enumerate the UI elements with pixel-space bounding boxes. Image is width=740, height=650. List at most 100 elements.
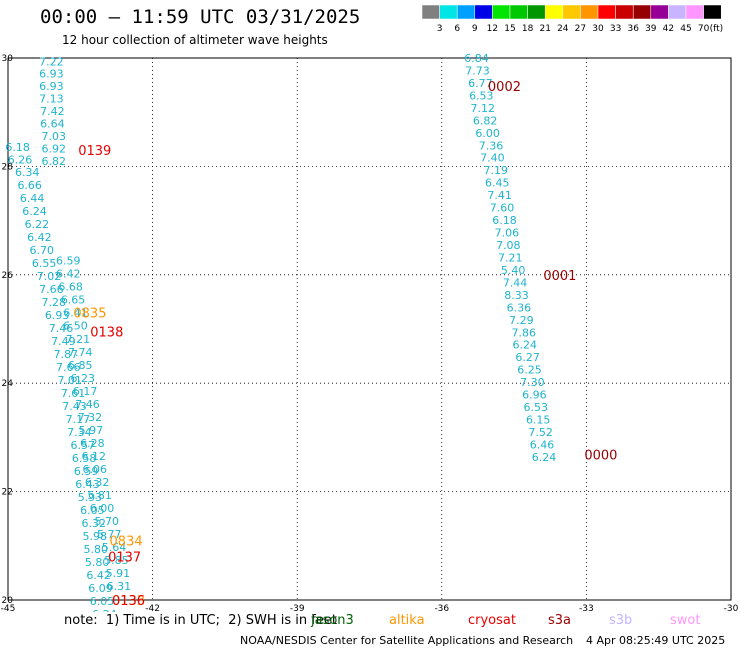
colorbar-label: 45 — [680, 24, 691, 34]
colorbar-label: 39 — [645, 24, 657, 34]
longitude-label: -33 — [579, 604, 594, 612]
swh-value: 6.66 — [17, 179, 42, 192]
swh-value: 5.80 — [85, 556, 110, 569]
swh-value: 7.12 — [471, 102, 496, 115]
swh-value: 7.44 — [503, 276, 528, 289]
swh-value: 8.33 — [504, 289, 529, 302]
swh-value: 6.06 — [83, 463, 108, 476]
swh-value: 7.29 — [509, 314, 534, 327]
swh-value: 7.49 — [51, 335, 76, 348]
swh-value: 5.81 — [87, 489, 112, 502]
map-frame — [7, 57, 732, 601]
swh-value: 6.41 — [63, 307, 88, 320]
colorbar-label: 33 — [610, 24, 621, 34]
colorbar-swatch — [703, 5, 722, 20]
swh-value: 5.91 — [106, 567, 131, 580]
colorbar-label: 3 — [437, 24, 443, 34]
swh-value: 6.92 — [42, 143, 67, 156]
swh-value: 5.98 — [83, 530, 108, 543]
swh-value: 7.21 — [66, 333, 91, 346]
swh-value: 6.24 — [512, 339, 537, 352]
swh-value: 6.82 — [473, 114, 498, 127]
swh-value: 6.23 — [70, 372, 95, 385]
swh-value: 5.93 — [78, 491, 103, 504]
swh-value: 7.66 — [39, 283, 64, 296]
colorbar-label: 9 — [472, 24, 478, 34]
colorbar-label: 30 — [592, 24, 604, 34]
latitude-label: 30 — [2, 54, 14, 64]
colorbar-label: 21 — [539, 24, 550, 34]
swh-value: 7.17 — [66, 413, 91, 426]
swh-value: 5.70 — [95, 515, 120, 528]
swh-value: 7.60 — [490, 202, 515, 215]
swh-value: 6.53 — [469, 89, 494, 102]
satellite-swot: swot — [670, 613, 701, 628]
pass-label: 0834 — [110, 534, 143, 549]
swh-value: 7.41 — [487, 189, 512, 202]
swh-value: 6.28 — [80, 437, 105, 450]
swh-value: 7.87 — [54, 348, 79, 361]
longitude-label: -45 — [1, 604, 16, 612]
swh-value: 5.85 — [104, 554, 129, 567]
swh-value: 6.64 — [40, 118, 65, 131]
swh-value: 6.32 — [85, 476, 110, 489]
swh-value: 7.32 — [78, 411, 103, 424]
swh-value: 7.22 — [39, 55, 64, 68]
swh-value: 6.55 — [32, 257, 57, 270]
swh-value: 6.59 — [74, 465, 99, 478]
swh-value: 6.15 — [526, 414, 551, 427]
swh-value: 5.80 — [83, 543, 108, 556]
longitude-label: -30 — [724, 604, 739, 612]
swh-value: 6.26 — [8, 153, 33, 166]
swh-value: 6.18 — [492, 214, 517, 227]
swh-value: 6.59 — [56, 255, 81, 268]
pass-label: 0835 — [73, 307, 106, 322]
plot-title: 00:00 — 11:59 UTC 03/31/2025 — [40, 6, 361, 28]
swh-value: 6.42 — [56, 268, 81, 281]
swh-value: 6.70 — [29, 244, 54, 257]
latitude-label: 20 — [2, 596, 14, 606]
latitude-label: 24 — [2, 379, 14, 389]
satellite-s3b: s3b — [609, 613, 633, 628]
footer-note: note: 1) Time is in UTC; 2) SWH is in fe… — [64, 613, 337, 628]
swh-value: 7.19 — [484, 164, 509, 177]
swh-value: 7.73 — [465, 64, 490, 77]
swh-value: 6.46 — [530, 438, 555, 451]
swh-value: 6.25 — [517, 364, 542, 377]
pass-label: 0138 — [90, 326, 123, 341]
swh-value: 6.53 — [524, 401, 549, 414]
swh-value: 7.52 — [528, 426, 553, 439]
swh-value: 7.43 — [62, 400, 87, 413]
axis-labels: -45 -42 -39 -36 -33 -30 30 28 26 24 22 20 — [1, 54, 739, 612]
pass-label: 0137 — [108, 551, 141, 566]
swh-value: 6.18 — [5, 141, 30, 154]
swh-value: 7.42 — [40, 105, 65, 118]
swh-value: 7.13 — [39, 93, 64, 106]
graticule — [8, 58, 731, 600]
pass-label: 0133 — [112, 594, 145, 609]
satellite-s3a: s3a — [548, 613, 572, 628]
swh-value: 6.12 — [82, 450, 107, 463]
swh-value: 7.61 — [61, 387, 86, 400]
swh-value: 6.42 — [27, 231, 52, 244]
swh-value: 5.97 — [79, 424, 104, 437]
swh-value: 6.34 — [15, 166, 40, 179]
colorbar-label: 36 — [627, 24, 639, 34]
colorbar-label: 6 — [454, 24, 460, 34]
swh-value: 5.64 — [102, 541, 127, 554]
swh-value: 6.93 — [39, 68, 64, 81]
swh-value: 6.00 — [475, 127, 500, 140]
swh-value: 6.00 — [90, 502, 115, 515]
latitude-label: 28 — [2, 162, 14, 172]
swh-value: 6.05 — [80, 504, 105, 517]
colorbar-label: 27 — [575, 24, 586, 34]
swh-value: 7.28 — [42, 296, 67, 309]
latitude-label: 22 — [2, 488, 13, 498]
swh-value: 6.77 — [468, 77, 493, 90]
swh-value: 6.09 — [88, 582, 113, 595]
satellite-jason3: jason3 — [311, 613, 354, 628]
swh-value: 7.02 — [37, 270, 62, 283]
swh-value: 7.46 — [75, 398, 100, 411]
